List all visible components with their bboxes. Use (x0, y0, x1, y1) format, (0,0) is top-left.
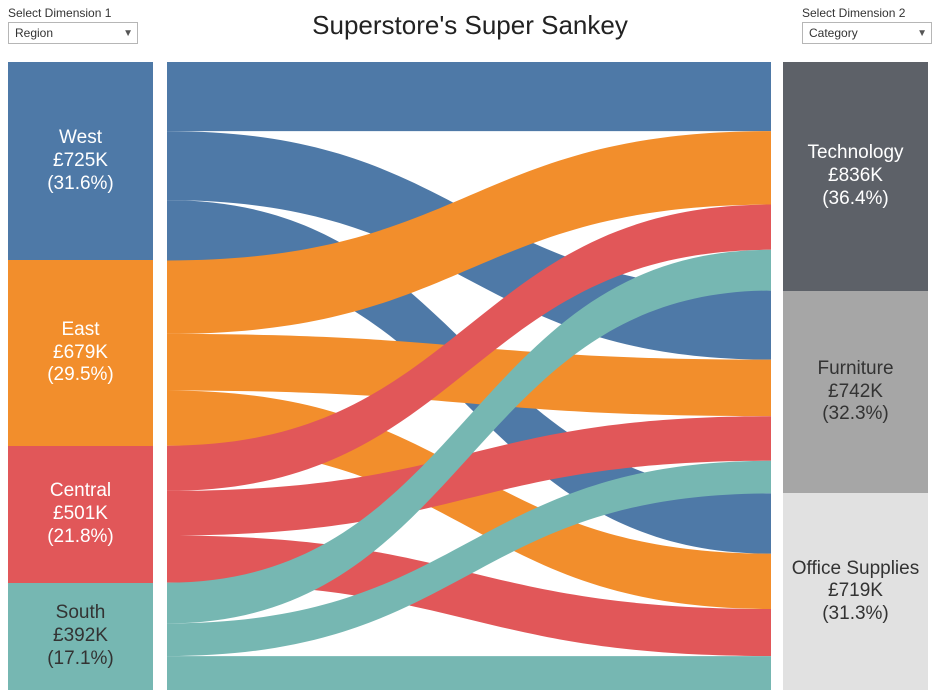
target-node-furn[interactable]: Furniture£742K(32.3%) (783, 291, 928, 494)
node-pct: (31.6%) (47, 173, 114, 196)
chart-title: Superstore's Super Sankey (138, 6, 802, 41)
node-value: £679K (53, 342, 108, 365)
node-value: £719K (828, 580, 883, 603)
node-pct: (17.1%) (47, 648, 114, 671)
chevron-down-icon: ▼ (917, 28, 927, 39)
node-pct: (21.8%) (47, 526, 114, 549)
node-name: South (56, 602, 106, 625)
target-node-offs[interactable]: Office Supplies£719K(31.3%) (783, 493, 928, 690)
node-value: £501K (53, 503, 108, 526)
node-name: Technology (807, 142, 903, 165)
dimension-1-selector: Select Dimension 1 Region ▼ (8, 6, 138, 44)
sankey-chart: West£725K(31.6%)East£679K(29.5%)Central£… (8, 62, 928, 690)
node-pct: (29.5%) (47, 364, 114, 387)
node-pct: (31.3%) (822, 603, 889, 626)
dimension-2-value: Category (809, 26, 858, 40)
flow-west-tech[interactable] (167, 62, 771, 131)
dimension-1-dropdown[interactable]: Region ▼ (8, 22, 138, 44)
flow-south-offs[interactable] (167, 656, 771, 690)
dimension-2-selector: Select Dimension 2 Category ▼ (802, 6, 932, 44)
node-value: £725K (53, 150, 108, 173)
node-name: Office Supplies (792, 558, 919, 581)
target-column: Technology£836K(36.4%)Furniture£742K(32.… (783, 62, 928, 690)
dimension-1-label: Select Dimension 1 (8, 6, 138, 20)
node-pct: (32.3%) (822, 403, 889, 426)
dimension-2-dropdown[interactable]: Category ▼ (802, 22, 932, 44)
source-node-south[interactable]: South£392K(17.1%) (8, 583, 153, 690)
node-name: Furniture (817, 358, 893, 381)
chevron-down-icon: ▼ (123, 28, 133, 39)
dimension-1-value: Region (15, 26, 53, 40)
node-value: £836K (828, 165, 883, 188)
node-value: £742K (828, 381, 883, 404)
source-node-east[interactable]: East£679K(29.5%) (8, 260, 153, 445)
source-node-central[interactable]: Central£501K(21.8%) (8, 446, 153, 583)
node-name: East (61, 319, 99, 342)
dimension-2-label: Select Dimension 2 (802, 6, 932, 20)
target-node-tech[interactable]: Technology£836K(36.4%) (783, 62, 928, 291)
node-value: £392K (53, 625, 108, 648)
source-column: West£725K(31.6%)East£679K(29.5%)Central£… (8, 62, 153, 690)
node-name: West (59, 127, 102, 150)
source-node-west[interactable]: West£725K(31.6%) (8, 62, 153, 260)
node-pct: (36.4%) (822, 188, 889, 211)
node-name: Central (50, 480, 111, 503)
